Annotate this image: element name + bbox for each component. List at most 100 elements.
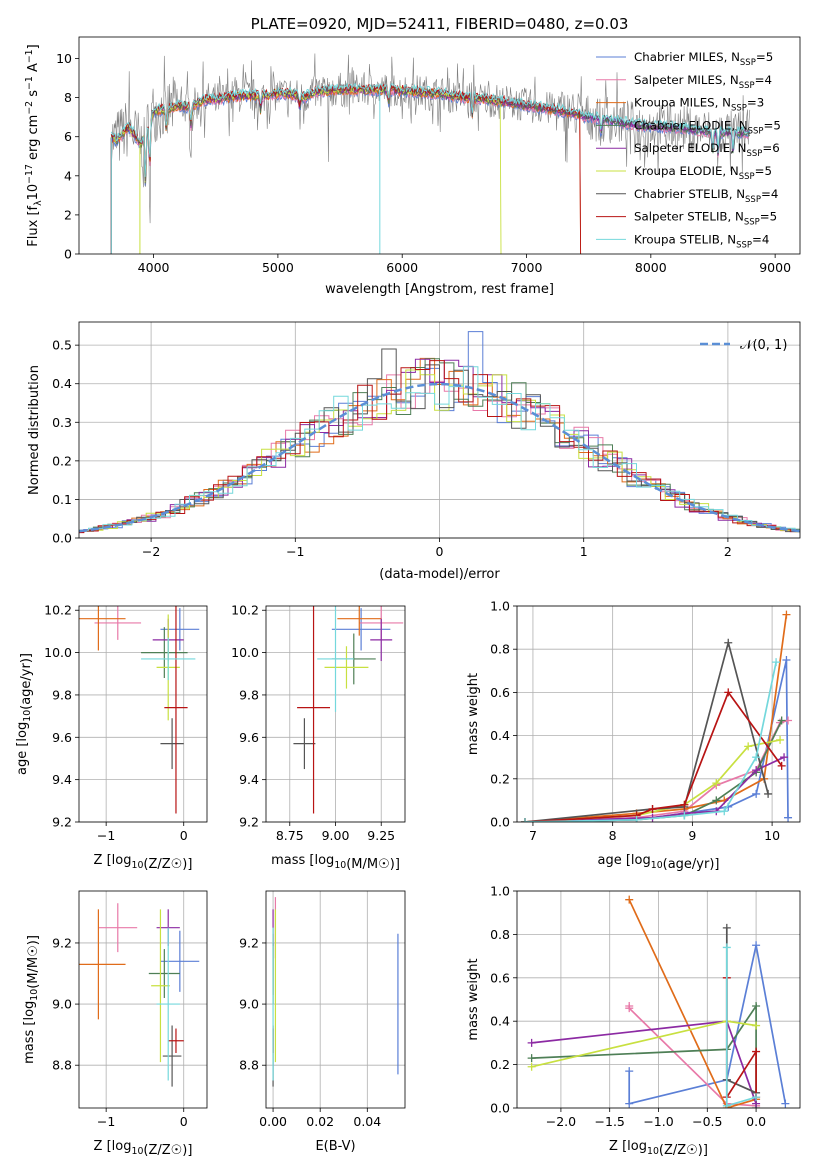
y-tick-label: 9.6 [52,730,72,745]
label-part: =5 [760,210,777,224]
label-part: ] [26,44,41,49]
label-part: SSP [745,195,761,205]
label-part: mass [ [22,1021,37,1064]
weight-point-marker [777,716,786,725]
label-part: Salpeter STELIB, N [634,210,744,224]
model-spectrum-line [110,86,582,254]
x-tick-label: 4000 [138,260,170,275]
weight-series-line [524,662,777,822]
plot-area [520,610,793,822]
label-part: Chabrier ELODIE, N [634,118,748,132]
model-spectrum-line [110,83,751,182]
weight-point-marker [632,815,641,822]
x-tick-label: 10 [764,828,780,843]
label-part: =4 [752,232,769,246]
errorbar-point [162,1025,182,1087]
label-part: SSP [740,58,756,68]
errorbar-point [297,606,331,814]
legend-label: Chabrier STELIB, NSSP=4 [634,187,778,205]
y-axis-label: mass weight [466,958,481,1040]
label-part: A [26,63,41,76]
legend-label: 𝒩(0, 1) [740,338,787,353]
weight-point-marker [527,1062,536,1071]
x-tick-label: 2 [724,544,732,559]
x-tick-label: 9000 [759,260,791,275]
x-tick-label: −1 [286,544,304,559]
label-part: s [26,90,41,101]
label-part: Z [ [609,1139,627,1154]
errorbar-point [151,909,170,1063]
label-part: SSP [739,81,755,91]
label-part: 10 [29,989,40,1001]
x-tick-label: 6000 [386,260,418,275]
y-tick-label: 10.0 [44,645,72,660]
x-tick-label: 8000 [635,260,667,275]
y-tick-label: 0.1 [52,492,72,507]
weight-series-line [524,614,788,822]
x-tick-label: 0.02 [306,1114,334,1129]
weight-point-marker [782,656,791,664]
y-tick-label: 0.8 [490,642,510,657]
label-part: −1 [24,76,35,90]
y-tick-label: 0.8 [490,927,510,942]
label-part: (Z/Z☉)] [659,1143,708,1158]
weight-series-line [628,899,757,1108]
x-tick-label: −2 [142,544,160,559]
label-part: =4 [755,73,772,87]
weight-point-marker [680,800,689,809]
label-part: −2 [24,101,35,115]
y-tick-label: 9.0 [52,997,72,1012]
weight-point-marker [712,779,721,788]
y-tick-label: 9.4 [52,772,72,787]
label-part: =3 [747,96,764,110]
y-tick-label: 0.2 [490,1057,510,1072]
weight-point-marker [724,688,733,697]
label-part: =5 [764,118,781,132]
x-axis-label: Z [log10(Z/Z☉)] [94,1139,193,1158]
errorbar-point [160,608,200,651]
plot-area [293,606,404,814]
weight-point-marker [520,818,529,822]
y-tick-label: 0.2 [52,453,72,468]
label-part: 10 [22,710,33,722]
errorbar-point [141,627,188,678]
y-tick-label: 6 [64,129,72,144]
label-part: log [314,853,334,868]
weight-point-marker [527,1038,536,1047]
y-tick-label: 0.4 [52,376,72,391]
label-part: 10 [132,860,144,871]
plot-area [272,897,399,1087]
weight-point-marker [752,789,761,798]
errorbar-point [168,1028,184,1053]
x-tick-label: 0.00 [259,1114,287,1129]
x-axis-label: Z [log10(Z/Z☉)] [609,1139,708,1158]
y-tick-label: 0.6 [490,970,510,985]
weight-point-marker [752,1093,761,1102]
label-part: SSP [739,172,755,182]
y-tick-label: 8 [64,90,72,105]
weight-point-marker [781,1099,790,1108]
x-axis-label: E(B-V) [315,1139,355,1154]
errorbar-point [156,927,180,1081]
weight-point-marker [752,941,761,950]
label-part: λ [33,200,44,206]
legend-label: Salpeter MILES, NSSP=4 [634,73,772,91]
label-part: (age/yr)] [19,653,34,710]
y-axis-label: Normed distribution [27,365,42,495]
y-tick-label: 0.2 [490,771,510,786]
label-part: =4 [761,187,778,201]
errorbar-point [331,608,391,651]
weight-series-line [524,659,789,822]
y-axis-label: mass weight [466,673,481,755]
weight-point-marker [712,796,721,805]
y-tick-label: 0.0 [490,815,510,830]
label-part: −17 [24,164,35,184]
weight-point-marker [752,1002,761,1011]
y-tick-label: 9.2 [239,935,259,950]
x-axis-label: (data-model)/error [379,567,500,582]
label-part: Chabrier MILES, N [634,50,740,64]
label-part: =5 [756,50,773,64]
axes-frame [78,890,208,1109]
label-part: 10 [132,1146,144,1157]
